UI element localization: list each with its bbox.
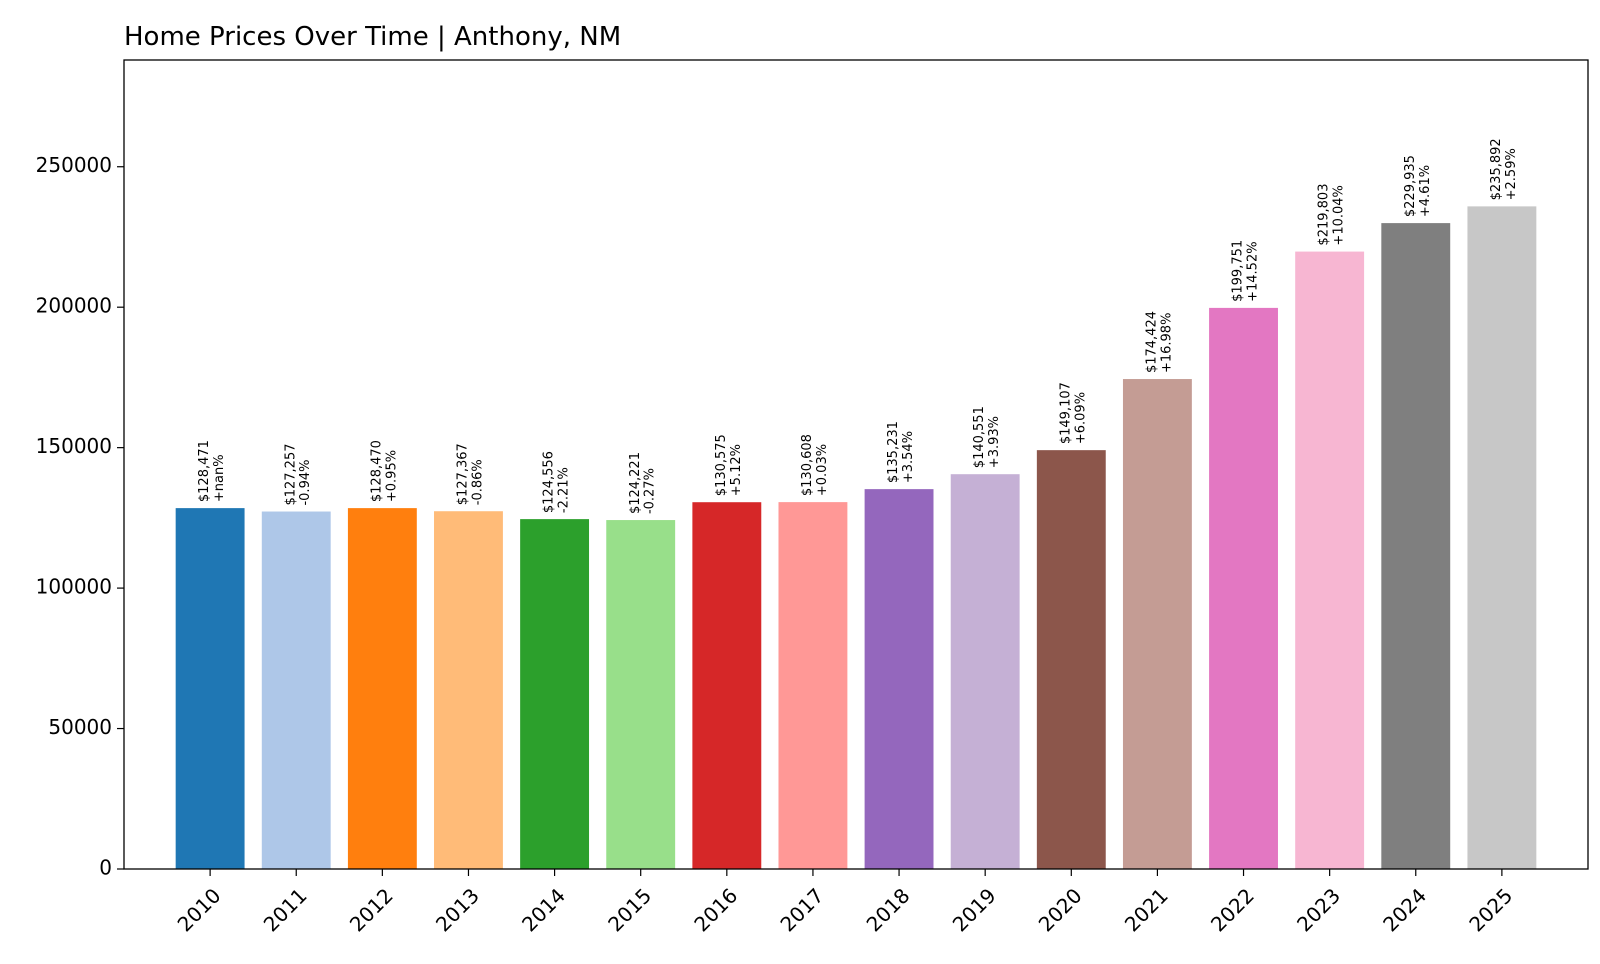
x-tick-label: 2025: [1464, 883, 1517, 936]
chart-title: Home Prices Over Time | Anthony, NM: [124, 22, 621, 52]
bar-price-label: $124,556: [542, 451, 557, 513]
y-tick-label: 200000: [36, 294, 112, 318]
bar-price-label: $174,424: [1144, 311, 1159, 373]
bar-price-label: $127,367: [456, 443, 471, 505]
y-tick-label: 0: [99, 856, 112, 880]
bar-2021: [1122, 379, 1192, 869]
bar-price-label: $130,608: [800, 434, 815, 496]
x-tick-label: 2015: [603, 883, 656, 936]
bar-2018: [864, 489, 934, 869]
bar-value-label-2018: $135,231+3.54%: [886, 421, 916, 483]
x-tick-label: 2017: [775, 883, 828, 936]
y-tick-label: 150000: [36, 434, 112, 458]
x-tick-label: 2023: [1292, 883, 1345, 936]
bar-price-label: $128,471: [197, 440, 212, 502]
bar-price-label: $127,257: [283, 443, 298, 505]
bar-2011: [261, 511, 331, 869]
bar-2014: [520, 519, 590, 869]
bar-price-label: $199,751: [1231, 240, 1246, 302]
bar-change-label: +14.52%: [1246, 241, 1261, 301]
bar-price-label: $128,470: [369, 440, 384, 502]
bar-change-label: -0.94%: [298, 460, 313, 506]
bar-2010: [175, 508, 245, 869]
bar-change-label: -0.27%: [643, 468, 658, 514]
bar-price-label: $140,551: [972, 406, 987, 468]
bar-value-label-2019: $140,551+3.93%: [972, 406, 1002, 468]
y-tick-label: 100000: [36, 575, 112, 599]
bar-value-label-2023: $219,803+10.04%: [1317, 184, 1347, 246]
bar-price-label: $219,803: [1317, 184, 1332, 246]
bar-value-label-2011: $127,257-0.94%: [283, 443, 313, 505]
x-tick-label: 2019: [948, 883, 1001, 936]
bar-change-label: +3.93%: [987, 416, 1002, 468]
bar-price-label: $130,575: [714, 434, 729, 496]
bar-value-label-2014: $124,556-2.21%: [542, 451, 572, 513]
bar-change-label: +4.61%: [1418, 165, 1433, 217]
x-tick-label: 2024: [1378, 883, 1431, 936]
bar-2022: [1209, 307, 1278, 869]
bar-change-label: +10.04%: [1332, 185, 1347, 245]
bar-change-label: -2.21%: [557, 467, 572, 513]
bar-value-label-2025: $235,892+2.59%: [1489, 138, 1519, 200]
bar-value-label-2020: $149,107+6.09%: [1058, 382, 1088, 444]
bar-change-label: +2.59%: [1504, 148, 1519, 200]
bar-2025: [1467, 206, 1537, 869]
bar-value-label-2021: $174,424+16.98%: [1144, 311, 1174, 373]
bar-value-label-2013: $127,367-0.86%: [456, 443, 486, 505]
bar-change-label: +3.54%: [901, 431, 916, 483]
x-tick-label: 2010: [173, 883, 226, 936]
bar-change-label: +5.12%: [729, 444, 744, 496]
bar-value-label-2010: $128,471+nan%: [197, 440, 227, 502]
bar-value-label-2012: $128,470+0.95%: [369, 440, 399, 502]
bar-2015: [606, 520, 676, 869]
bar-value-label-2015: $124,221-0.27%: [628, 452, 658, 514]
x-axis: 2010 2011 2012 2013 2014 2015 2016 2017 2018 2019…: [173, 869, 1517, 936]
bar-2017: [778, 502, 848, 869]
x-tick-label: 2016: [689, 883, 742, 936]
bar-value-label-2024: $229,935+4.61%: [1403, 155, 1433, 217]
bar-labels-group: $128,471+nan% $127,257-0.94% $128,470+0.95…: [197, 138, 1519, 514]
bar-price-label: $124,221: [628, 452, 643, 514]
bar-price-label: $229,935: [1403, 155, 1418, 217]
bar-change-label: +16.98%: [1159, 313, 1174, 373]
bar-price-label: $135,231: [886, 421, 901, 483]
bar-value-label-2016: $130,575+5.12%: [714, 434, 744, 496]
x-tick-label: 2012: [345, 883, 398, 936]
bar-2020: [1036, 450, 1106, 869]
y-tick-label: 50000: [48, 715, 112, 739]
bar-2012: [347, 508, 417, 869]
bar-change-label: +0.03%: [815, 444, 830, 496]
bar-change-label: +0.95%: [384, 450, 399, 502]
bars-group: [175, 206, 1537, 870]
x-tick-label: 2014: [517, 883, 570, 936]
bar-change-label: +6.09%: [1073, 392, 1088, 444]
bar-2024: [1381, 223, 1451, 870]
bar-2019: [950, 474, 1020, 869]
bar-price-label: $149,107: [1058, 382, 1073, 444]
bar-2013: [434, 511, 503, 869]
y-tick-label: 250000: [36, 153, 112, 177]
x-tick-label: 2020: [1034, 883, 1087, 936]
bar-price-label: $235,892: [1489, 138, 1504, 200]
x-tick-label: 2011: [259, 883, 312, 936]
x-tick-label: 2021: [1120, 883, 1173, 936]
bar-change-label: -0.86%: [470, 459, 485, 505]
bar-2023: [1295, 251, 1365, 869]
plot-frame: [123, 59, 1589, 870]
bar-value-label-2017: $130,608+0.03%: [800, 434, 830, 496]
x-tick-label: 2013: [431, 883, 484, 936]
x-tick-label: 2022: [1206, 883, 1259, 936]
y-axis: 0 50000 100000 150000 200000 250000: [36, 153, 124, 880]
x-tick-label: 2018: [862, 883, 915, 936]
bar-2016: [692, 502, 762, 869]
bar-change-label: +nan%: [212, 454, 227, 502]
bar-value-label-2022: $199,751+14.52%: [1231, 240, 1261, 302]
